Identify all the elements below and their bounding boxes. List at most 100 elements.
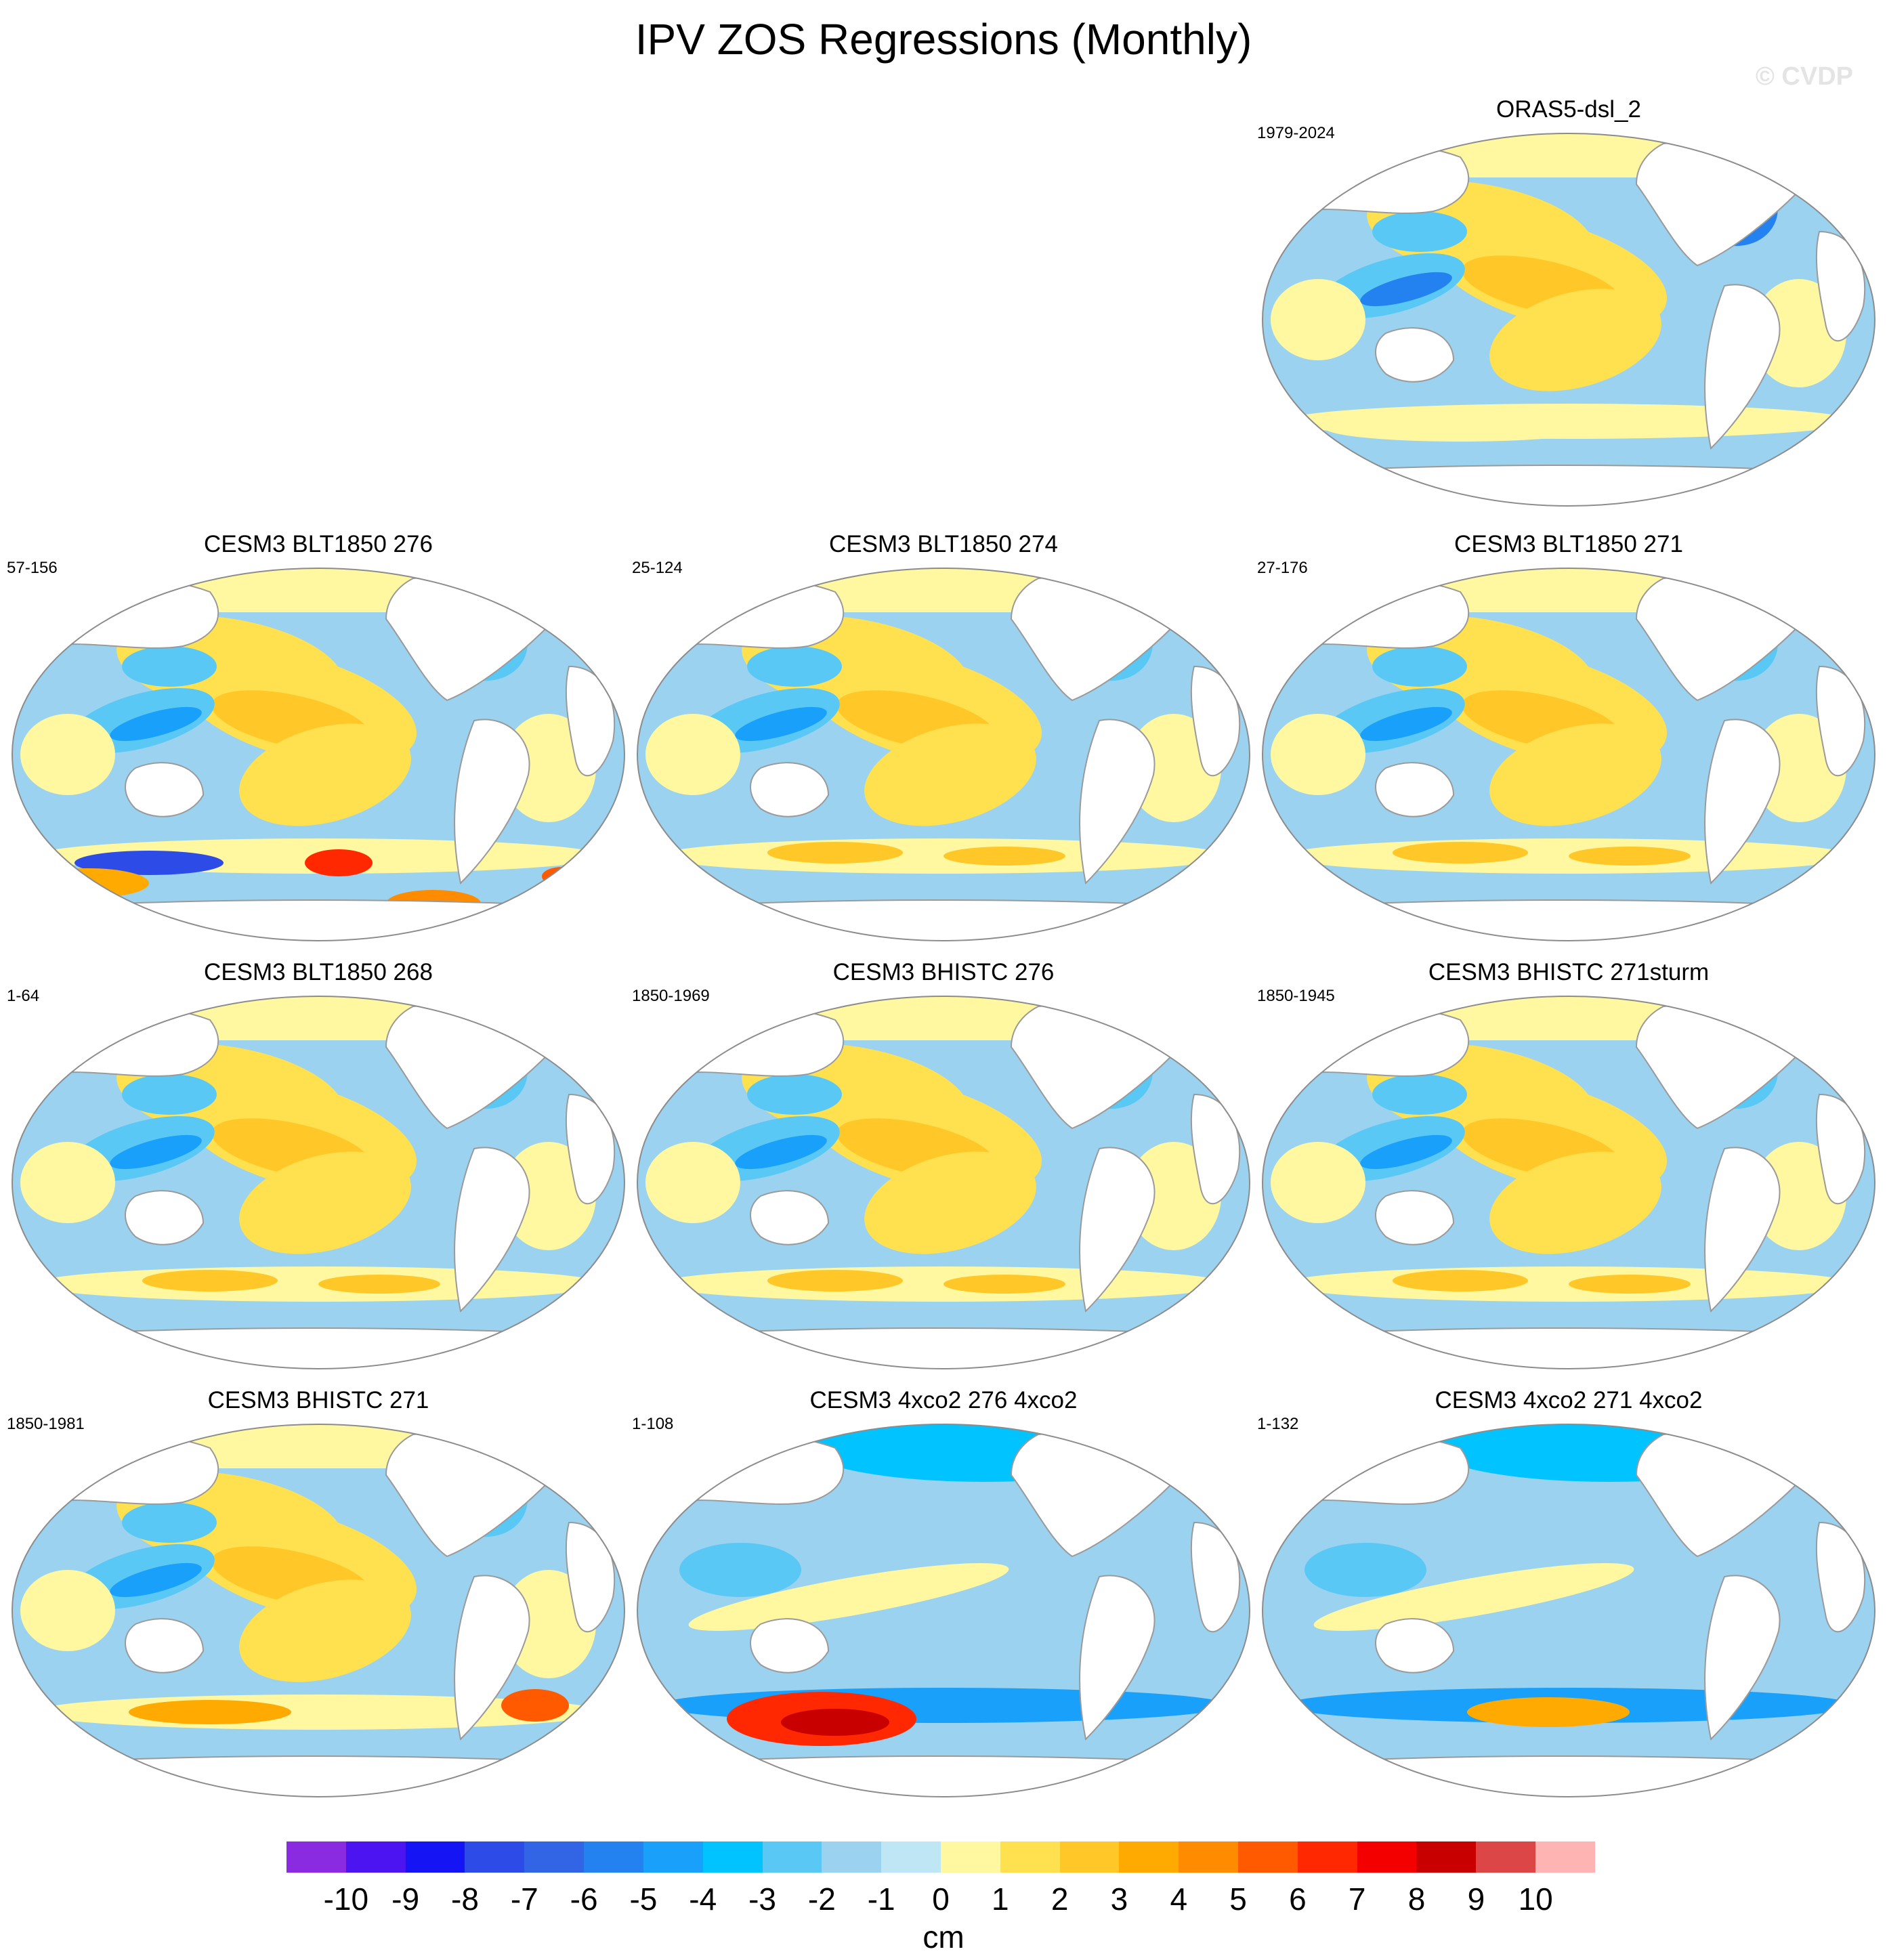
panel-title: CESM3 BHISTC 271sturm (1428, 959, 1710, 985)
kuroshio-anomaly (1372, 211, 1467, 252)
south-pacific-positive-anomaly (1489, 723, 1661, 826)
south-pacific-positive-anomaly (239, 723, 411, 826)
global-map (637, 996, 1250, 1369)
global-map (637, 1424, 1250, 1797)
colorbar-swatch (881, 1841, 941, 1873)
south-america-landmass (1079, 719, 1155, 885)
antarctica-landmass (645, 1327, 1242, 1369)
panel-title: CESM3 BLT1850 276 (204, 531, 433, 557)
panel-year-range: 1979-2024 (1257, 124, 1335, 142)
indian-ocean-anomaly (1271, 1142, 1365, 1223)
kuroshio-anomaly (122, 646, 217, 687)
north-polar-band (12, 1424, 624, 1468)
colorbar-swatch (1535, 1841, 1595, 1873)
map-border (12, 996, 625, 1369)
australia-landmass (1375, 1190, 1455, 1245)
panel-year-range: 1850-1945 (1257, 987, 1335, 1005)
colorbar-tick-label: -3 (748, 1881, 776, 1917)
kuroshio-anomaly (122, 1502, 217, 1543)
south-america-landmass (1704, 719, 1781, 885)
map-border (12, 1424, 625, 1797)
south-america-landmass (1704, 1575, 1781, 1741)
eurasia-landmass (1277, 578, 1470, 649)
western-pacific-core (1360, 272, 1452, 307)
figure-title: IPV ZOS Regressions (Monthly) (635, 15, 1252, 64)
kuroshio-anomaly (747, 1074, 842, 1115)
southern-ocean-dark-red-core (781, 1709, 889, 1736)
panel-year-range: 1-132 (1257, 1415, 1299, 1433)
colorbar-tick-label: -5 (629, 1881, 658, 1917)
antarctica-landmass (1270, 465, 1867, 506)
southern-ocean-orange-anomaly-2 (1569, 1275, 1691, 1294)
indian-ocean-anomaly (1271, 714, 1365, 795)
south-america-landmass (1079, 1575, 1155, 1741)
colorbar-tick-label: -10 (323, 1881, 369, 1917)
southern-ocean-orange-anomaly (27, 868, 149, 898)
colorbar-swatch (1000, 1841, 1060, 1873)
panel-title: CESM3 BHISTC 276 (832, 959, 1055, 985)
southern-ocean-mixed-anomaly (1325, 414, 1596, 442)
southern-ocean-red-anomaly (305, 849, 373, 876)
map-panel: CESM3 BHISTC 271sturm 1850-1945 (1257, 958, 1880, 1369)
south-america-landmass (454, 1147, 530, 1313)
global-map (1262, 996, 1875, 1369)
colorbar-swatch (524, 1841, 585, 1873)
western-pacific-core (110, 1134, 202, 1170)
colorbar-tick-label: 1 (992, 1881, 1009, 1917)
southern-ocean-orange-anomaly (767, 842, 903, 864)
southern-ocean-orange-anomaly (1393, 1270, 1528, 1292)
antarctica-landmass (645, 1755, 1242, 1797)
colorbar-tick-label: 9 (1467, 1881, 1485, 1917)
map-panel: CESM3 4xco2 271 4xco2 1-132 (1257, 1386, 1880, 1797)
map-border (1262, 133, 1875, 507)
map-panel: CESM3 BLT1850 268 1-64 (7, 958, 630, 1369)
colorbar-swatch (702, 1841, 763, 1873)
australia-landmass (750, 1618, 830, 1674)
southern-ocean-dark-blue-anomaly (75, 851, 224, 875)
colorbar-tick-label: 0 (932, 1881, 950, 1917)
regression-field (637, 1424, 1250, 1797)
panel-title: ORAS5-dsl_2 (1496, 96, 1641, 123)
panel-year-range: 27-176 (1257, 559, 1308, 577)
colorbar-swatch (1059, 1841, 1120, 1873)
map-panel: CESM3 BLT1850 271 27-176 (1257, 530, 1880, 941)
kuroshio-anomaly (747, 646, 842, 687)
panel-title: CESM3 BLT1850 268 (204, 959, 433, 985)
panel-title: CESM3 BLT1850 271 (1454, 531, 1683, 557)
colorbar-swatch (287, 1841, 346, 1873)
colorbar-units: cm (923, 1919, 964, 1955)
map-border (637, 1424, 1250, 1797)
north-polar-band (637, 996, 1250, 1040)
southern-ocean-orange-anomaly (129, 1700, 291, 1724)
map-border (1262, 568, 1875, 941)
australia-landmass (750, 1190, 830, 1245)
map-panel: ORAS5-dsl_2 1979-2024 (1257, 95, 1880, 507)
southern-ocean-orange-anomaly (1467, 1697, 1630, 1727)
colorbar-tick-label: -7 (510, 1881, 538, 1917)
australia-landmass (1375, 762, 1455, 817)
map-panel: CESM3 BLT1850 276 57-156 (7, 530, 630, 941)
map-panel: CESM3 BHISTC 276 1850-1969 (632, 958, 1255, 1369)
indian-ocean-anomaly (645, 1142, 740, 1223)
map-panel: CESM3 BLT1850 274 25-124 (632, 530, 1255, 941)
indian-ocean-anomaly (1271, 279, 1365, 360)
western-pacific-core (1360, 706, 1452, 742)
panel-year-range: 1850-1969 (632, 987, 710, 1005)
indian-ocean-anomaly (20, 1570, 115, 1651)
colorbar-tick-label: 4 (1170, 1881, 1188, 1917)
panel-year-range: 1-64 (7, 987, 40, 1005)
south-pacific-positive-anomaly (239, 1579, 411, 1682)
south-america-landmass (1704, 284, 1781, 450)
southern-ocean-orange-anomaly (142, 1270, 278, 1292)
colorbar-tick-label: 10 (1518, 1881, 1553, 1917)
southern-ocean-orange-anomaly (1393, 842, 1528, 864)
global-map (1262, 133, 1875, 507)
panel-year-range: 1850-1981 (7, 1415, 85, 1433)
regression-field (637, 568, 1250, 941)
south-america-landmass (1704, 1147, 1781, 1313)
regression-field (12, 568, 624, 941)
south-pacific-positive-anomaly (1489, 289, 1661, 391)
panel-title: CESM3 4xco2 271 4xco2 (1435, 1387, 1703, 1413)
antarctica-landmass (1270, 1327, 1867, 1369)
north-polar-band (1263, 133, 1875, 177)
